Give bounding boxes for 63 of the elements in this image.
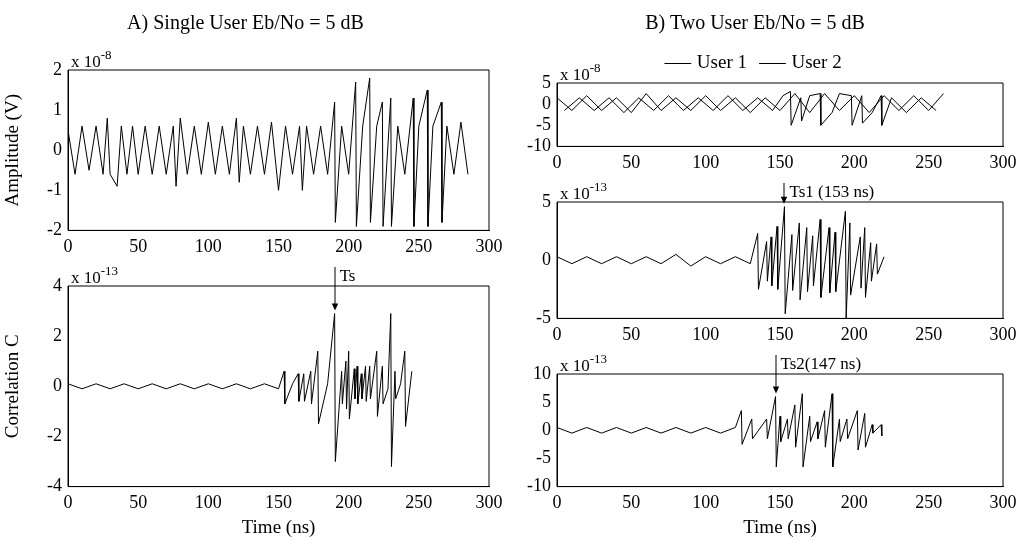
x-tick-label: 200	[840, 492, 868, 513]
y-tick-label: -5	[536, 447, 551, 468]
y-tick-label: 0	[542, 248, 551, 269]
x-tick-label: 100	[692, 323, 720, 344]
y-tick-label: -5	[536, 114, 551, 134]
y-tick-label: -4	[47, 475, 62, 496]
x-tick-label: 250	[915, 492, 943, 513]
y-axis-title: Correlation C	[1, 334, 23, 439]
x-tick-label: 300	[475, 492, 503, 513]
chart-title: A) Single User Eb/No = 5 dB	[127, 11, 364, 35]
y-tick-label: 5	[542, 190, 551, 211]
x-tick-label: 150	[265, 235, 292, 256]
x-tick-label: 50	[622, 323, 641, 344]
x-tick-label: 50	[622, 151, 641, 172]
chart-title: B) Two User Eb/No = 5 dB	[645, 11, 865, 35]
x-tick-label: 250	[405, 492, 433, 513]
x-tick-label: 250	[915, 323, 943, 344]
x-tick-label: 100	[194, 492, 222, 513]
y-tick-label: -1	[47, 179, 62, 200]
y-tick-label: 10	[533, 362, 551, 383]
y-tick-label: 5	[542, 71, 551, 92]
x-axis-title: Time (ns)	[743, 515, 817, 538]
y-tick-label: -5	[536, 307, 551, 328]
y-tick-label: 2	[53, 58, 62, 79]
x-tick-label: 50	[129, 235, 148, 256]
x-tick-label: 250	[915, 151, 943, 172]
legend-label: User 2	[791, 51, 842, 73]
x-tick-label: 150	[766, 323, 794, 344]
annotation: Ts2(147 ns)	[780, 354, 862, 373]
x-tick-label: 200	[335, 235, 363, 256]
x-tick-label: 150	[265, 492, 292, 513]
y-tick-label: 0	[53, 138, 62, 159]
x-tick-label: 300	[989, 151, 1017, 172]
x-tick-label: 100	[194, 235, 222, 256]
x-tick-label: 250	[405, 235, 433, 256]
x-tick-label: 300	[475, 235, 503, 256]
x-tick-label: 200	[335, 492, 363, 513]
x-tick-label: 50	[622, 492, 641, 513]
y-tick-label: 5	[542, 390, 551, 411]
y-tick-label: -2	[47, 219, 62, 240]
y-tick-label: 1	[53, 98, 62, 119]
x-tick-label: 150	[766, 151, 794, 172]
x-tick-label: 200	[840, 151, 868, 172]
y-tick-label: 0	[542, 92, 551, 113]
x-tick-label: 300	[989, 492, 1017, 513]
y-tick-label: -10	[527, 475, 551, 496]
legend-label: User 1	[696, 51, 748, 73]
y-tick-label: 2	[53, 324, 62, 345]
x-tick-label: 100	[692, 492, 720, 513]
y-axis-title: Amplitude (V)	[1, 94, 24, 207]
x-tick-label: 100	[692, 151, 720, 172]
x-tick-label: 300	[989, 323, 1017, 344]
y-tick-label: 0	[542, 419, 551, 440]
y-tick-label: -10	[527, 135, 551, 156]
annotation: Ts	[339, 266, 356, 285]
y-tick-label: -2	[47, 425, 62, 446]
x-tick-label: 150	[766, 492, 794, 513]
x-axis-title: Time (ns)	[241, 515, 316, 538]
annotation: Ts1 (153 ns)	[789, 182, 875, 201]
x-tick-label: 200	[840, 323, 868, 344]
y-tick-label: 0	[53, 375, 62, 396]
y-tick-label: 4	[53, 274, 62, 295]
x-tick-label: 50	[129, 492, 148, 513]
